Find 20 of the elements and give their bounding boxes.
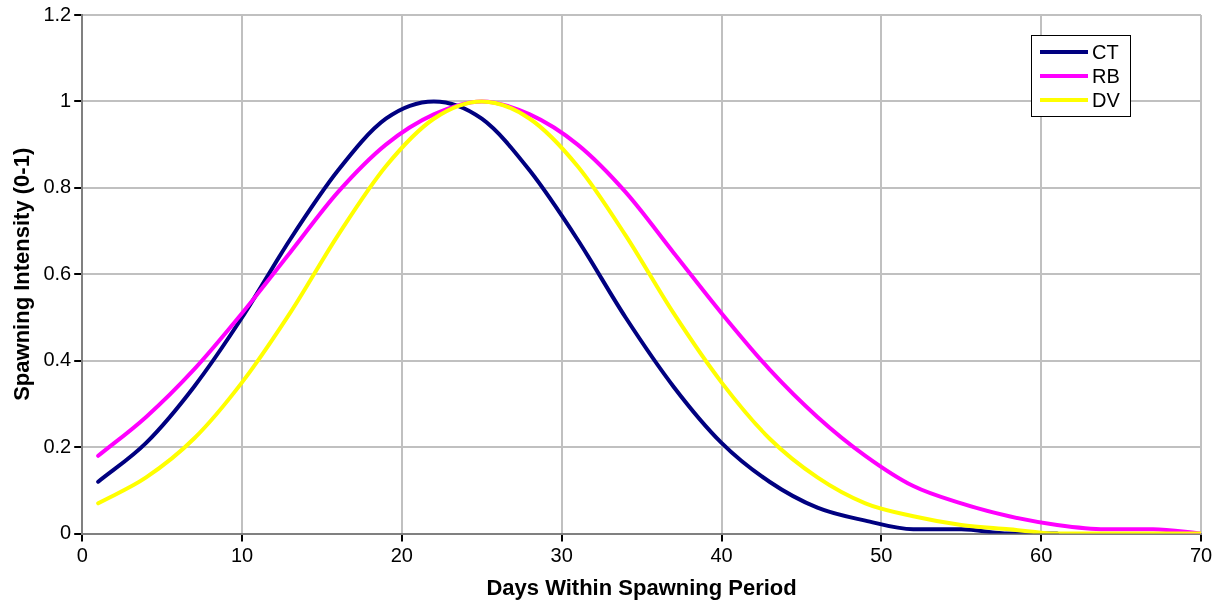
y-axis-title: Spawning Intensity (0-1) — [9, 147, 35, 401]
y-tick-label: 1 — [60, 88, 72, 111]
y-tick-label: 1.2 — [43, 2, 72, 25]
legend-label: CT — [1092, 40, 1119, 64]
legend-label: DV — [1092, 88, 1120, 112]
x-axis-title: Days Within Spawning Period — [486, 574, 797, 600]
legend-label: RB — [1092, 64, 1120, 88]
y-tick-label: 0.6 — [43, 261, 72, 284]
x-tick-label: 50 — [870, 544, 893, 567]
x-tick-label: 60 — [1030, 544, 1053, 567]
y-tick-label: 0.8 — [43, 175, 72, 198]
x-tick-label: 0 — [76, 544, 88, 567]
y-tick-label: 0.2 — [43, 434, 72, 457]
y-tick-label: 0 — [60, 521, 72, 544]
x-tick-label: 20 — [390, 544, 413, 567]
x-tick-label: 40 — [710, 544, 733, 567]
y-tick-label: 0.4 — [43, 348, 72, 371]
x-tick-label: 10 — [230, 544, 254, 567]
x-tick-label: 30 — [550, 544, 573, 567]
x-tick-label: 70 — [1189, 544, 1213, 567]
